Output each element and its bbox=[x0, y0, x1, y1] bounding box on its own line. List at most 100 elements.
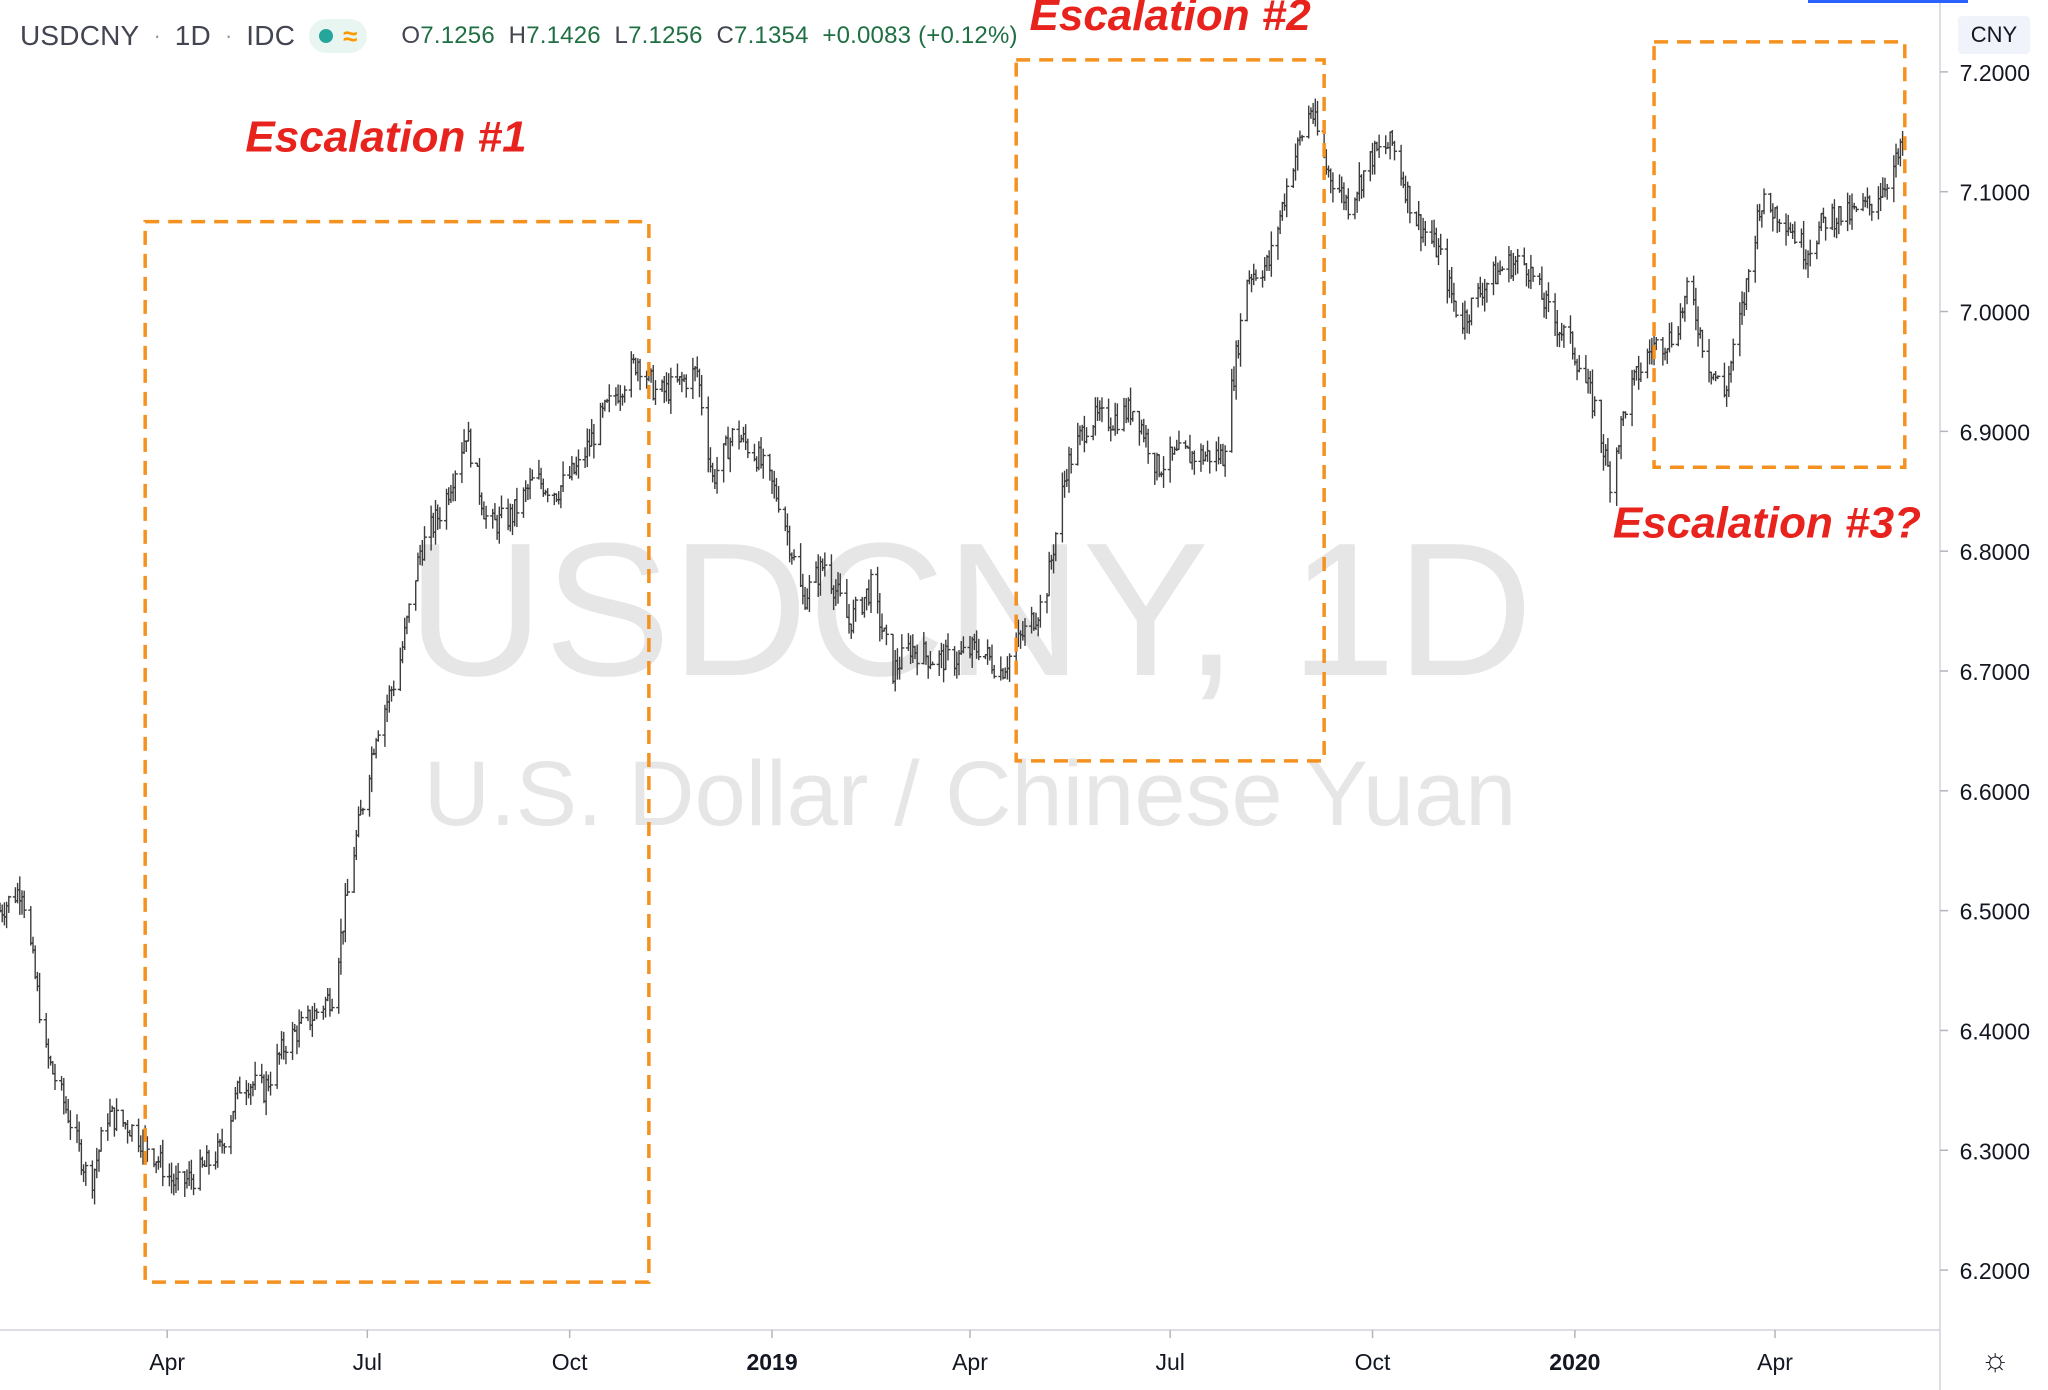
ohlc-bar bbox=[422, 526, 428, 561]
ohlc-bar bbox=[252, 1061, 258, 1091]
ohlc-bar bbox=[406, 603, 412, 623]
price-tick-label: 6.7000 bbox=[1960, 659, 2030, 685]
ohlc-bar bbox=[529, 469, 535, 481]
ohlc-bar bbox=[1807, 239, 1813, 267]
market-open-icon bbox=[319, 29, 334, 43]
ohlc-bar bbox=[21, 890, 27, 919]
ohlc-bar bbox=[760, 448, 766, 479]
symbol-label[interactable]: USDCNY bbox=[20, 20, 140, 51]
ohlc-bar bbox=[1007, 653, 1013, 682]
ohlc-bar bbox=[314, 1008, 320, 1020]
ohlc-bar bbox=[197, 1149, 203, 1191]
ohlc-bar bbox=[899, 634, 905, 670]
open-label: O bbox=[401, 22, 421, 49]
ohlc-bar bbox=[1884, 183, 1890, 200]
ohlc-bar bbox=[498, 495, 504, 519]
price-tick-label: 6.3000 bbox=[1960, 1138, 2030, 1164]
ohlc-bar bbox=[1530, 266, 1536, 282]
ohlc-bar bbox=[67, 1110, 73, 1140]
ohlc-bar bbox=[160, 1139, 166, 1187]
time-tick-label: Jul bbox=[353, 1349, 382, 1375]
delayed-data-icon: ≈ bbox=[343, 21, 358, 51]
ohlc-bar bbox=[1114, 403, 1120, 434]
time-tick-label: Apr bbox=[149, 1349, 185, 1375]
ohlc-bar bbox=[298, 1011, 304, 1024]
ohlc-bar bbox=[191, 1173, 197, 1196]
ohlc-bar bbox=[1068, 448, 1074, 474]
ohlc-bar bbox=[1145, 428, 1151, 464]
ohlc-bar bbox=[591, 423, 597, 459]
price-tick-label: 6.2000 bbox=[1960, 1258, 2030, 1284]
ohlc-bar bbox=[1515, 248, 1521, 274]
ohlc-bar bbox=[1838, 206, 1844, 226]
ohlc-bar bbox=[1207, 450, 1213, 474]
ohlc-bar bbox=[175, 1162, 181, 1191]
ohlc-bar bbox=[1099, 397, 1105, 423]
ohlc-bar bbox=[1699, 329, 1705, 358]
ohlc-bar bbox=[622, 385, 628, 403]
time-tick-label: 2019 bbox=[746, 1349, 797, 1375]
ohlc-bar bbox=[1422, 220, 1428, 246]
settings-gear-icon[interactable]: ☼ bbox=[1980, 1341, 2010, 1377]
ohlc-bar bbox=[1592, 396, 1598, 417]
ohlc-bar bbox=[215, 1133, 221, 1168]
low-label: L bbox=[614, 22, 629, 49]
ohlc-bar bbox=[1453, 300, 1459, 318]
time-tick-label: Apr bbox=[1757, 1349, 1793, 1375]
ohlc-bar bbox=[6, 895, 12, 913]
escalation-label: Escalation #1 bbox=[245, 113, 526, 162]
ohlc-bar bbox=[483, 505, 489, 529]
high-label: H bbox=[508, 22, 527, 49]
ohlc-bar bbox=[945, 633, 951, 661]
high-value: 7.1426 bbox=[526, 22, 601, 49]
ohlc-bar bbox=[868, 569, 874, 614]
price-tick-label: 6.5000 bbox=[1960, 899, 2030, 925]
ohlc-bar bbox=[221, 1142, 227, 1154]
ohlc-bar bbox=[1315, 100, 1321, 136]
ohlc-bar bbox=[721, 443, 727, 483]
ohlc-bar bbox=[129, 1124, 135, 1142]
ohlc-bar bbox=[1253, 269, 1259, 281]
market-status-pill[interactable]: ≈ bbox=[309, 19, 368, 53]
escalation-label: Escalation #2 bbox=[1030, 0, 1312, 40]
low-value: 7.1256 bbox=[628, 22, 703, 49]
ohlc-bar bbox=[1792, 221, 1798, 244]
price-tick-label: 7.0000 bbox=[1960, 300, 2030, 326]
ohlc-bar bbox=[1022, 618, 1028, 646]
ohlc-bar bbox=[274, 1043, 280, 1089]
ohlc-bar bbox=[776, 485, 782, 513]
ohlc-bar bbox=[1130, 410, 1136, 422]
ohlc-bar bbox=[206, 1149, 212, 1175]
ohlc-bar bbox=[237, 1076, 243, 1094]
ohlc-bar bbox=[1730, 338, 1736, 371]
ohlc-bar bbox=[98, 1127, 104, 1152]
ohlc-values: O7.1256 H7.1426 L7.1256 C7.1354 +0.0083 … bbox=[401, 22, 1017, 50]
time-tick-label: Oct bbox=[1355, 1349, 1391, 1375]
ohlc-bar bbox=[37, 972, 43, 1024]
ohlc-bar bbox=[668, 367, 674, 414]
ohlc-bar bbox=[1776, 218, 1782, 233]
ohlc-bar bbox=[1284, 178, 1290, 218]
ohlc-bar bbox=[1521, 247, 1527, 266]
currency-button[interactable]: CNY bbox=[1958, 16, 2030, 54]
interval-label[interactable]: 1D bbox=[174, 20, 211, 51]
price-tick-label: 7.2000 bbox=[1960, 60, 2030, 86]
escalation-label: Escalation #3? bbox=[1613, 498, 1921, 547]
ohlc-bar bbox=[683, 374, 689, 398]
ohlc-bar bbox=[822, 552, 828, 577]
ohlc-bar bbox=[1576, 355, 1582, 373]
price-tick-label: 6.9000 bbox=[1960, 419, 2030, 445]
ohlc-bar bbox=[283, 1045, 289, 1065]
ohlc-bar bbox=[83, 1161, 89, 1186]
ohlc-bar bbox=[360, 807, 366, 815]
ohlc-bar bbox=[652, 380, 658, 405]
ohlc-bar bbox=[791, 549, 797, 561]
ohlc-bar bbox=[52, 1063, 58, 1090]
ohlc-bar bbox=[1376, 134, 1382, 158]
ohlc-bar bbox=[837, 573, 843, 597]
ohlc-bar bbox=[391, 680, 397, 697]
ohlc-bar bbox=[1638, 362, 1644, 383]
separator-dot: · bbox=[224, 23, 233, 48]
price-tick-label: 6.6000 bbox=[1960, 779, 2030, 805]
